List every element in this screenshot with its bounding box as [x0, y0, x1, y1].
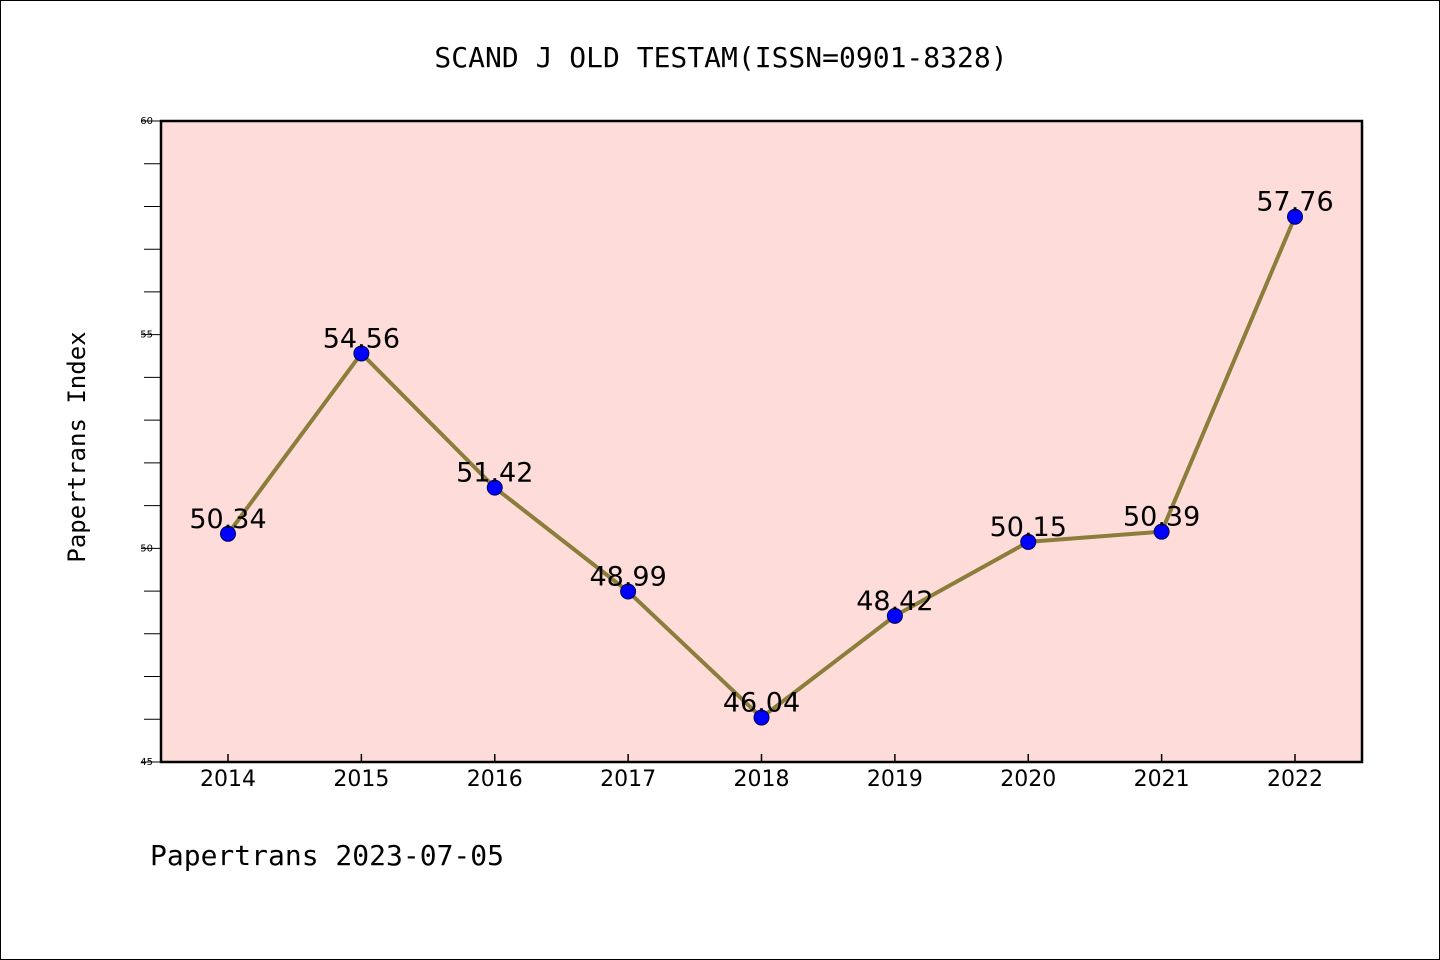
y-tick-label: 60 [140, 116, 153, 127]
data-label: 48.42 [856, 586, 933, 617]
x-tick-label: 2014 [200, 767, 256, 792]
x-tick-label: 2019 [867, 767, 923, 792]
data-label: 46.04 [723, 688, 800, 719]
data-label: 50.15 [990, 512, 1067, 543]
y-tick-label: 45 [140, 757, 153, 768]
data-point [353, 345, 370, 362]
data-label: 50.39 [1123, 502, 1200, 533]
data-markers [220, 208, 1303, 726]
y-axis-label: Papertrans Index [63, 331, 91, 562]
y-minor-ticks [144, 163, 161, 720]
chart-title: SCAND J OLD TESTAM(ISSN=0901-8328) [434, 41, 1007, 74]
y-axis-ticks: 45 50 55 60 [140, 116, 161, 768]
data-labels: 50.34 54.56 51.42 48.99 46.04 48.42 50.15 50.39… [189, 187, 1333, 719]
data-point [886, 607, 903, 624]
data-label: 54.56 [323, 323, 400, 354]
data-point [1287, 208, 1303, 225]
data-point [620, 583, 637, 600]
data-point [753, 709, 770, 726]
x-tick-label: 2020 [1000, 767, 1056, 792]
plot-area [161, 121, 1362, 762]
y-tick-label: 55 [140, 330, 153, 341]
footer-date-label: Papertrans 2023-07-05 [150, 839, 504, 872]
x-tick-label: 2021 [1134, 767, 1190, 792]
data-point [486, 479, 503, 496]
data-label: 57.76 [1256, 187, 1333, 218]
x-tick-label: 2016 [467, 767, 523, 792]
plot-frame [159, 119, 1364, 764]
x-tick-label: 2017 [600, 767, 656, 792]
x-tick-label: 2022 [1267, 767, 1323, 792]
data-point [1153, 523, 1170, 540]
data-point [220, 525, 236, 542]
data-label: 50.34 [189, 504, 266, 535]
x-axis-ticks: 2014 2015 2016 2017 2018 2019 2020 2021 2022 [200, 754, 1323, 792]
y-tick-label: 50 [140, 543, 153, 554]
x-tick-label: 2018 [734, 767, 790, 792]
data-label: 48.99 [589, 561, 666, 592]
x-tick-label: 2015 [333, 767, 389, 792]
data-point [1020, 533, 1037, 550]
data-label: 51.42 [456, 458, 533, 489]
